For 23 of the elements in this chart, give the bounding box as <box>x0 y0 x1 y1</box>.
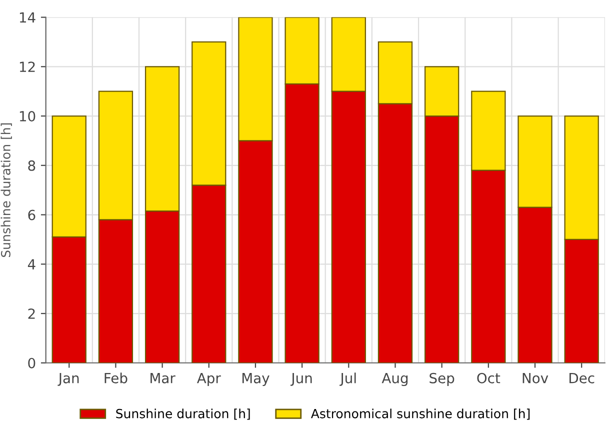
x-tick-label: Sep <box>430 372 454 386</box>
y-tick-label: 4 <box>28 259 36 270</box>
y-tick-label: 2 <box>28 308 35 319</box>
x-tick-label: Oct <box>477 372 500 384</box>
y-tick-label: 8 <box>28 160 36 171</box>
y-tick-label: 0 <box>28 358 36 368</box>
x-tick-label: Jun <box>290 373 312 386</box>
x-tick-label: Feb <box>104 372 128 384</box>
x-tick-label: Dec <box>570 373 594 384</box>
y-tick-label: 14 <box>20 12 36 23</box>
x-tick-label: Mar <box>150 373 176 384</box>
y-axis-title: Sunshine duration [h] <box>0 123 12 258</box>
legend-label: Sunshine duration [h] <box>116 408 250 420</box>
x-tick-label: Apr <box>196 373 221 386</box>
y-tick-label: 12 <box>20 62 35 72</box>
x-tick-label: Nov <box>522 373 548 384</box>
legend-label: Astronomical sunshine duration [h] <box>310 408 530 420</box>
x-tick-label: Aug <box>382 373 408 386</box>
y-tick-label: 6 <box>28 210 36 220</box>
y-tick-label: 10 <box>20 110 36 122</box>
x-tick-label: Jul <box>340 372 356 386</box>
x-tick-label: Jan <box>58 373 79 386</box>
x-tick-label: May <box>242 373 270 386</box>
